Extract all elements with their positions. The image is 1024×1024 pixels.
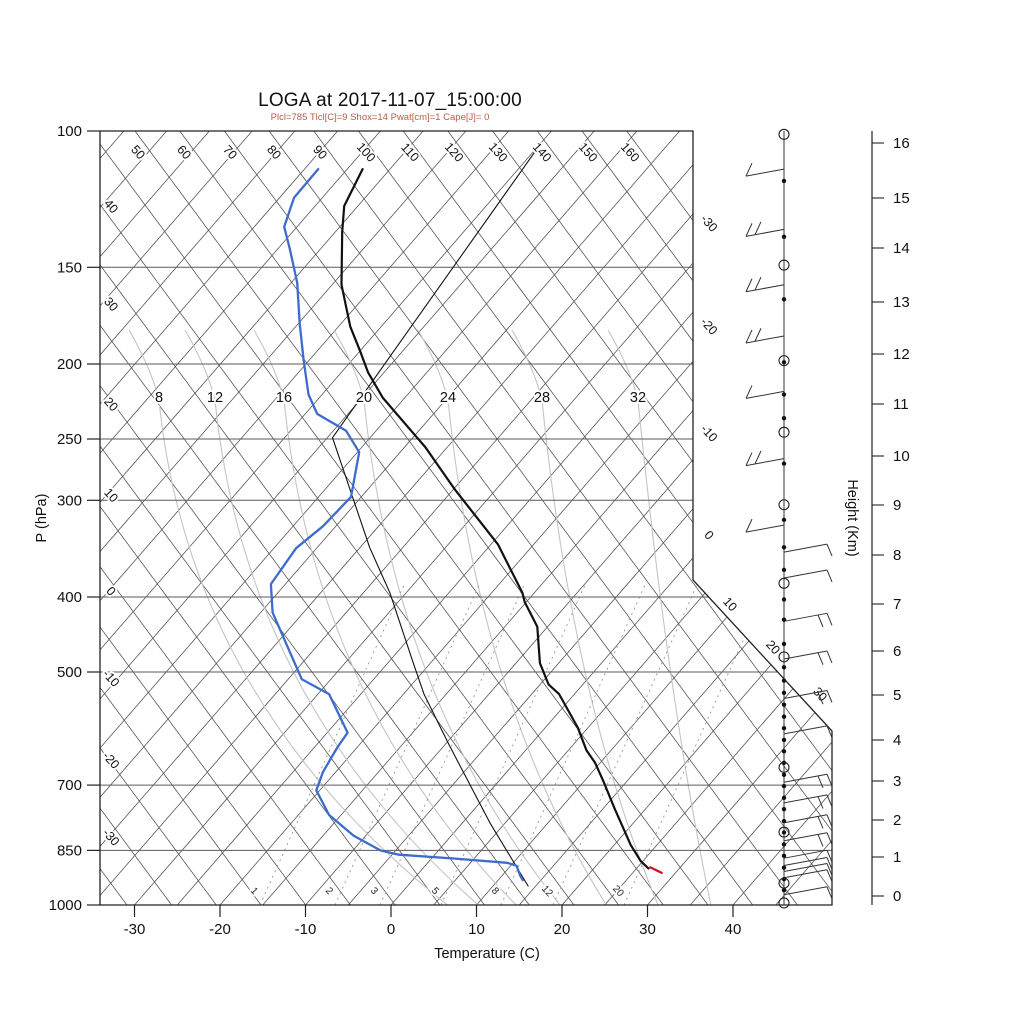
svg-text:500: 500 <box>57 664 82 681</box>
svg-text:200: 200 <box>57 356 82 373</box>
svg-text:120: 120 <box>442 140 466 165</box>
svg-text:-10: -10 <box>100 667 123 690</box>
svg-text:3: 3 <box>893 773 901 790</box>
svg-text:Height (Km): Height (Km) <box>844 479 860 556</box>
dry-adiabat-grid <box>100 131 832 905</box>
svg-text:16: 16 <box>276 390 292 406</box>
svg-text:130: 130 <box>486 140 510 165</box>
svg-text:9: 9 <box>893 497 901 514</box>
wind-barb-column <box>745 128 833 909</box>
svg-text:13: 13 <box>893 294 910 311</box>
svg-text:700: 700 <box>57 777 82 794</box>
chart-subtitle: Plcl=785 Tlcl[C]=9 Shox=14 Pwat[cm]=1 Ca… <box>270 112 490 123</box>
svg-text:100: 100 <box>354 140 378 165</box>
pressure-gridlines <box>100 266 832 851</box>
surface-tip-trace <box>649 866 663 874</box>
svg-text:-30: -30 <box>698 212 721 235</box>
svg-text:30: 30 <box>810 684 830 704</box>
svg-text:2: 2 <box>893 812 901 829</box>
svg-text:-30: -30 <box>124 921 146 938</box>
svg-text:-10: -10 <box>698 422 721 445</box>
svg-text:110: 110 <box>398 140 422 164</box>
svg-text:0: 0 <box>387 921 395 938</box>
temperature-axis: -30 -20 -10 0 10 20 30 40 Temperature (C) <box>124 905 742 962</box>
parcel-trace <box>331 146 539 887</box>
svg-text:12: 12 <box>539 884 555 900</box>
moist-adiabat-grid <box>128 329 712 905</box>
svg-text:7: 7 <box>893 596 901 613</box>
svg-text:28: 28 <box>534 390 550 406</box>
pressure-axis: 100 150 200 250 300 400 500 700 850 1000 P (hPa) <box>34 123 100 914</box>
svg-text:P (hPa): P (hPa) <box>34 494 50 543</box>
svg-text:80: 80 <box>264 142 284 162</box>
svg-text:50: 50 <box>128 142 148 162</box>
svg-text:10: 10 <box>101 485 121 505</box>
svg-text:10: 10 <box>893 448 910 465</box>
svg-text:8: 8 <box>489 886 501 898</box>
svg-text:150: 150 <box>57 259 82 276</box>
svg-text:0: 0 <box>893 888 901 905</box>
temperature-trace <box>340 168 650 870</box>
svg-text:32: 32 <box>630 390 646 406</box>
svg-text:3: 3 <box>368 886 380 898</box>
svg-text:40: 40 <box>101 196 121 216</box>
svg-text:300: 300 <box>57 492 82 509</box>
svg-text:400: 400 <box>57 589 82 606</box>
svg-text:0: 0 <box>701 528 716 543</box>
svg-text:160: 160 <box>618 140 642 165</box>
svg-text:11: 11 <box>893 396 909 413</box>
svg-text:4: 4 <box>893 732 901 749</box>
svg-text:60: 60 <box>174 142 194 162</box>
dewpoint-trace <box>269 167 524 882</box>
svg-text:12: 12 <box>893 346 910 363</box>
svg-text:20: 20 <box>356 390 372 406</box>
svg-text:140: 140 <box>530 140 554 165</box>
svg-text:150: 150 <box>576 140 600 165</box>
svg-text:10: 10 <box>468 921 485 938</box>
svg-text:6: 6 <box>893 643 901 660</box>
svg-text:30: 30 <box>101 294 121 314</box>
svg-text:0: 0 <box>103 584 118 599</box>
svg-text:16: 16 <box>893 135 910 152</box>
svg-text:8: 8 <box>155 390 163 406</box>
svg-text:1000: 1000 <box>49 897 82 914</box>
svg-text:20: 20 <box>554 921 571 938</box>
svg-text:24: 24 <box>440 390 456 406</box>
svg-text:40: 40 <box>725 921 742 938</box>
svg-text:-30: -30 <box>100 826 123 849</box>
svg-text:2: 2 <box>323 886 335 898</box>
svg-text:100: 100 <box>57 123 82 140</box>
mixing-ratio-grid <box>259 584 769 905</box>
svg-text:1: 1 <box>893 849 901 866</box>
svg-text:14: 14 <box>893 240 910 257</box>
svg-text:70: 70 <box>220 142 240 162</box>
svg-text:850: 850 <box>57 842 82 859</box>
svg-text:-10: -10 <box>295 921 317 938</box>
svg-text:5: 5 <box>893 687 901 704</box>
svg-text:8: 8 <box>893 547 901 564</box>
svg-text:250: 250 <box>57 431 82 448</box>
svg-text:-20: -20 <box>209 921 231 938</box>
chart-title: LOGA at 2017-11-07_15:00:00 <box>258 90 522 111</box>
plot-area <box>100 131 832 905</box>
svg-text:-20: -20 <box>698 315 721 338</box>
svg-text:15: 15 <box>893 190 910 207</box>
svg-text:30: 30 <box>639 921 656 938</box>
svg-text:12: 12 <box>207 390 223 406</box>
svg-text:20: 20 <box>101 394 121 414</box>
svg-text:Temperature (C): Temperature (C) <box>434 946 540 962</box>
svg-text:10: 10 <box>720 594 740 614</box>
